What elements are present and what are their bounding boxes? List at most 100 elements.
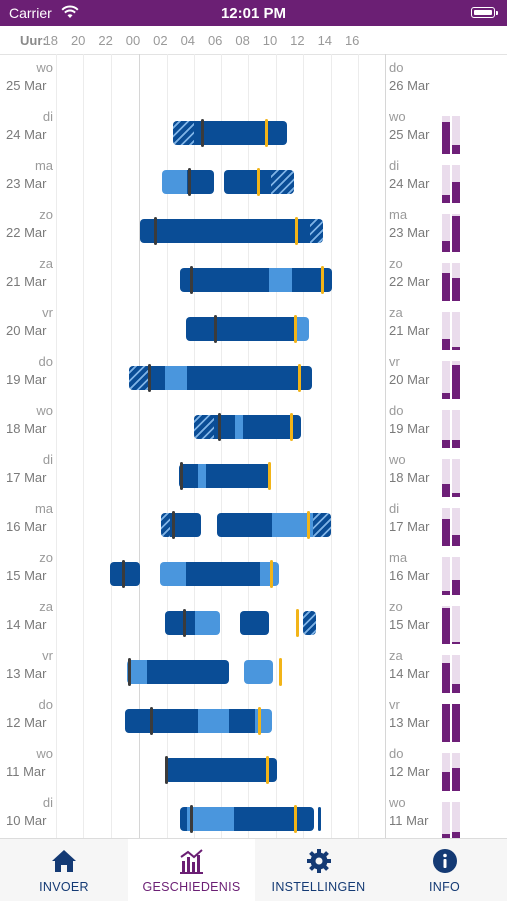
wake-day-label: wo 11 Mar: [389, 794, 439, 830]
grid-line: [83, 54, 84, 838]
wake-marker: [258, 707, 262, 735]
tab-info[interactable]: INFO: [382, 839, 507, 901]
score-mini-bar: [442, 606, 450, 644]
score-mini-fill: [452, 215, 460, 252]
sleep-bar[interactable]: [173, 121, 287, 145]
date: 11 Mar: [6, 764, 46, 779]
bedtime-marker: [200, 119, 204, 147]
hour-header: Uur: 18 20 22 00 02 04 06 08 10 12 14 16: [0, 26, 507, 55]
weekday: vr: [389, 697, 400, 712]
score-mini-bar: [442, 655, 450, 693]
wake-marker: [297, 364, 301, 392]
score-mini-fill: [452, 440, 460, 448]
wake-day-label: vr 13 Mar: [389, 696, 439, 732]
score-mini-bar: [442, 165, 450, 203]
tab-label: INSTELLINGEN: [271, 880, 366, 894]
day-label: vr 20 Mar: [6, 304, 53, 340]
sleep-bar[interactable]: [129, 366, 312, 390]
score-mini-fill: [452, 768, 460, 791]
sleep-segment-dark: [180, 807, 187, 831]
sleep-bar[interactable]: [178, 464, 271, 488]
date: 15 Mar: [389, 617, 430, 632]
date: 25 Mar: [389, 127, 430, 142]
wake-day-label: za 14 Mar: [389, 647, 439, 683]
day-label: do 19 Mar: [6, 353, 53, 389]
wake-marker: [295, 217, 299, 245]
score-mini-bar: [442, 312, 450, 350]
tab-instellingen[interactable]: INSTELLINGEN: [255, 839, 382, 901]
date: 24 Mar: [389, 176, 430, 191]
sleep-segment-dark: [193, 121, 287, 145]
date: 21 Mar: [389, 323, 430, 338]
grid-line: [385, 54, 386, 838]
weekday: za: [389, 648, 403, 663]
grid-line: [167, 54, 168, 838]
date: 23 Mar: [6, 176, 47, 191]
sleep-segment-light: [269, 268, 293, 292]
wake-day-label: do 19 Mar: [389, 402, 439, 438]
sleep-segment-hatch: [303, 611, 316, 635]
day-label: zo 15 Mar: [6, 549, 53, 585]
sleep-segment-dark: [240, 611, 270, 635]
score-mini-bar: [442, 802, 450, 840]
hour-tick-label: 00: [125, 33, 141, 48]
sleep-segment-light: [234, 415, 244, 439]
tab-invoer[interactable]: INVOER: [0, 839, 128, 901]
wake-day-label: ma 16 Mar: [389, 549, 439, 585]
date: 15 Mar: [6, 568, 47, 583]
sleep-bar[interactable]: [180, 268, 333, 292]
sleep-bar[interactable]: [140, 219, 323, 243]
bedtime-marker: [148, 364, 152, 392]
sleep-segment-hatch: [312, 513, 331, 537]
date: 14 Mar: [389, 666, 430, 681]
weekday: za: [39, 256, 53, 271]
weekday: za: [39, 599, 53, 614]
sleep-bar[interactable]: [125, 709, 272, 733]
sleep-segment-dark: [148, 366, 166, 390]
bedtime-marker: [218, 413, 222, 441]
grid-line: [56, 54, 57, 838]
score-mini-bar: [452, 214, 460, 252]
sleep-segment-dark: [217, 513, 272, 537]
sleep-segment-hatch: [310, 219, 323, 243]
date: 14 Mar: [6, 617, 47, 632]
sleep-bar[interactable]: [217, 513, 331, 537]
day-label: wo 11 Mar: [6, 745, 53, 781]
weekday: za: [389, 305, 403, 320]
sleep-bar[interactable]: [303, 611, 316, 635]
sleep-bar[interactable]: [185, 317, 309, 341]
wifi-icon: [61, 5, 79, 18]
hour-tick-label: 04: [180, 33, 196, 48]
sleep-bar[interactable]: [126, 660, 230, 684]
sleep-bar[interactable]: [244, 660, 274, 684]
sleep-bar[interactable]: [165, 611, 220, 635]
sleep-bar[interactable]: [223, 170, 294, 194]
score-mini-fill: [442, 240, 450, 252]
weekday: wo: [36, 403, 53, 418]
score-mini-bar: [442, 704, 450, 742]
score-mini-bar: [442, 459, 450, 497]
sleep-bar[interactable]: [165, 758, 278, 782]
sleep-bar[interactable]: [193, 415, 301, 439]
score-mini-bar: [452, 606, 460, 644]
sleep-bar[interactable]: [240, 611, 270, 635]
bedtime-marker: [189, 805, 193, 833]
weekday: ma: [34, 501, 53, 516]
bedtime-marker: [122, 560, 126, 588]
sleep-bar[interactable]: [162, 170, 215, 194]
sleep-bar[interactable]: [180, 807, 315, 831]
sleep-segment-light: [162, 170, 187, 194]
sleep-bar[interactable]: [159, 562, 279, 586]
sleep-history-chart[interactable]: wo 25 Mar do 26 Mar di 24 Mar wo 25 Mar ma 23 Mar…: [0, 54, 507, 840]
date: 24 Mar: [6, 127, 47, 142]
weekday: ma: [389, 550, 408, 565]
score-mini-fill: [442, 772, 450, 791]
date: 10 Mar: [6, 813, 47, 828]
day-label: ma 16 Mar: [6, 500, 53, 536]
sleep-bar[interactable]: [318, 807, 322, 831]
sleep-segment-light: [195, 611, 220, 635]
sleep-bar[interactable]: [110, 562, 141, 586]
sleep-bar[interactable]: [160, 513, 201, 537]
score-mini-bar: [452, 312, 460, 350]
tab-geschiedenis[interactable]: GESCHIEDENIS: [128, 839, 255, 901]
